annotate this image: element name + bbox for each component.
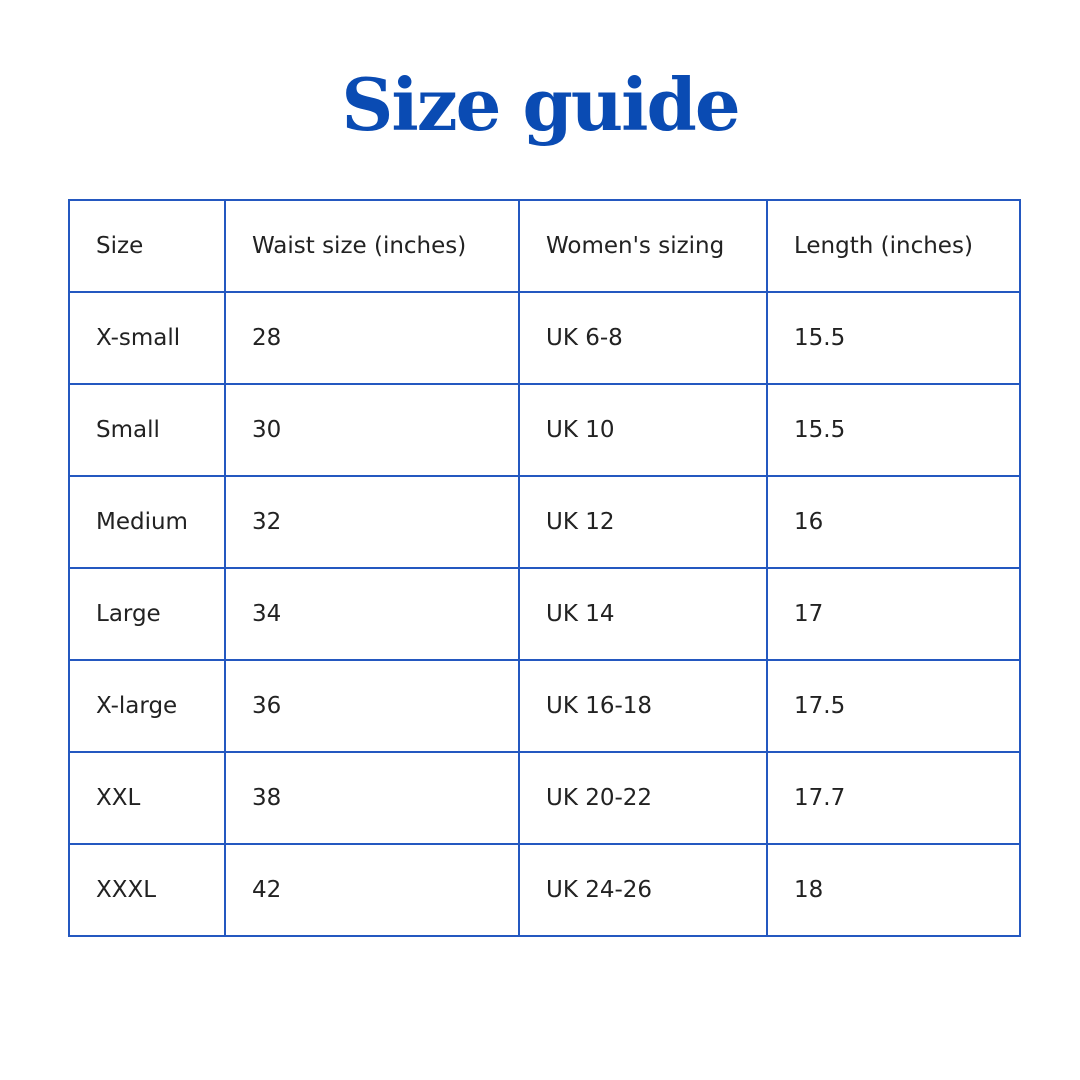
table-cell: UK 14	[518, 567, 768, 661]
table-cell: X-large	[68, 659, 226, 753]
table-row: Large 34 UK 14 17	[68, 567, 1021, 661]
table-cell: 28	[224, 291, 520, 385]
table-cell: 34	[224, 567, 520, 661]
page-title: Size guide	[341, 62, 740, 147]
size-table: Size Waist size (inches) Women's sizing Len…	[68, 199, 1021, 937]
table-cell: UK 6-8	[518, 291, 768, 385]
header-row: Size Waist size (inches) Women's sizing Len…	[68, 199, 1021, 293]
table-cell: 17.7	[766, 751, 1021, 845]
table-cell: 17.5	[766, 659, 1021, 753]
table-row: X-small 28 UK 6-8 15.5	[68, 291, 1021, 385]
header-cell: Waist size (inches)	[224, 199, 520, 293]
table-cell: UK 24-26	[518, 843, 768, 937]
table-cell: X-small	[68, 291, 226, 385]
table-cell: XXL	[68, 751, 226, 845]
table-row: XXXL 42 UK 24-26 18	[68, 843, 1021, 937]
table-cell: UK 12	[518, 475, 768, 569]
table-cell: Large	[68, 567, 226, 661]
table-cell: 16	[766, 475, 1021, 569]
table-row: X-large 36 UK 16-18 17.5	[68, 659, 1021, 753]
table-cell: UK 16-18	[518, 659, 768, 753]
table-cell: Small	[68, 383, 226, 477]
table-cell: 36	[224, 659, 520, 753]
table-row: Small 30 UK 10 15.5	[68, 383, 1021, 477]
table-cell: 38	[224, 751, 520, 845]
table-cell: Medium	[68, 475, 226, 569]
table-cell: UK 20-22	[518, 751, 768, 845]
table-cell: 32	[224, 475, 520, 569]
table-cell: 18	[766, 843, 1021, 937]
table-cell: 30	[224, 383, 520, 477]
table-cell: 17	[766, 567, 1021, 661]
header-cell: Length (inches)	[766, 199, 1021, 293]
table-row: XXL 38 UK 20-22 17.7	[68, 751, 1021, 845]
table-row: Medium 32 UK 12 16	[68, 475, 1021, 569]
table-cell: 15.5	[766, 383, 1021, 477]
table-cell: XXXL	[68, 843, 226, 937]
table-cell: 42	[224, 843, 520, 937]
header-cell: Size	[68, 199, 226, 293]
table-cell: UK 10	[518, 383, 768, 477]
header-cell: Women's sizing	[518, 199, 768, 293]
table-cell: 15.5	[766, 291, 1021, 385]
